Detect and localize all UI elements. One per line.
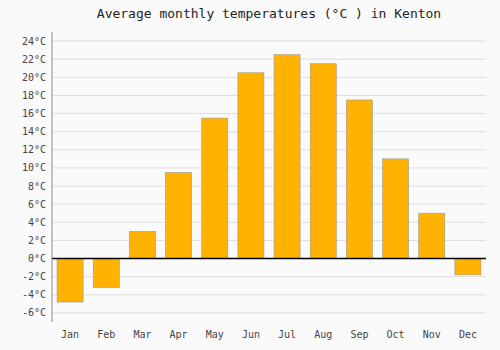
grid-line [52,186,486,187]
grid-line [52,131,486,132]
y-tick-label: 14°C [22,126,46,137]
y-tick-label: 22°C [22,54,46,65]
x-tick-label: May [206,329,224,340]
y-tick-label: 6°C [28,199,46,210]
zero-line [52,258,486,260]
bar [274,55,300,259]
bar [129,231,155,258]
bar [383,159,409,259]
grid-line [52,95,486,96]
x-tick-label: Apr [170,329,188,340]
grid-line [52,77,486,78]
bar [238,73,264,259]
bar [310,64,336,259]
bar [202,118,228,258]
x-tick-label: Aug [314,329,332,340]
x-tick-label: Jul [278,329,296,340]
y-tick-label: 20°C [22,72,46,83]
grid-line [52,149,486,150]
grid-line [52,41,486,42]
y-axis-line [52,32,53,322]
bar [93,259,119,288]
grid [52,41,486,313]
y-tick-label: 8°C [28,181,46,192]
y-tick-label: 18°C [22,90,46,101]
grid-line [52,312,486,313]
grid-line [52,204,486,205]
x-tick-label: Oct [387,329,405,340]
chart: Average monthly temperatures (°C ) in Ke… [0,0,500,350]
y-tick-label: 4°C [28,217,46,228]
y-tick-label: 16°C [22,108,46,119]
title: Average monthly temperatures (°C ) in Ke… [97,6,441,21]
grid-line [52,59,486,60]
y-tick-label: 0°C [28,253,46,264]
grid-line [52,167,486,168]
x-tick-label: Sep [350,329,368,340]
x-tick-label: Feb [97,329,115,340]
x-tick-label: Mar [133,329,151,340]
y-tick-label: 12°C [22,144,46,155]
y-tick-label: 2°C [28,235,46,246]
grid-line [52,113,486,114]
grid-line [52,258,486,259]
bar [57,259,83,303]
x-tick-label: Jan [61,329,79,340]
x-tick-label: Dec [459,329,477,340]
y-tick-label: -6°C [22,307,46,318]
y-tick-label: 24°C [22,36,46,47]
y-tick-label: -4°C [22,289,46,300]
x-tick-label: Nov [423,329,441,340]
background [0,0,500,350]
bar [419,213,445,258]
bar [455,259,481,275]
y-tick-label: 10°C [22,162,46,173]
x-tick-label: Jun [242,329,260,340]
bars [57,55,481,302]
bar [346,100,372,259]
y-tick-label: -2°C [22,271,46,282]
grid-line [52,294,486,295]
bar [166,172,192,258]
